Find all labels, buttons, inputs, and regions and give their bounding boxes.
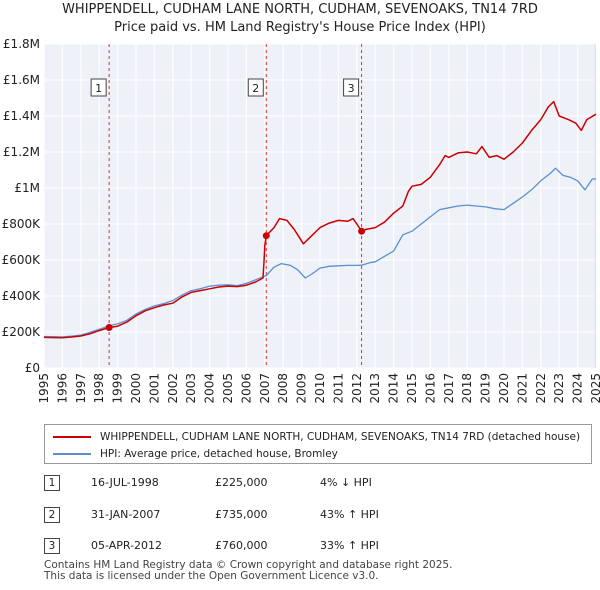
x-tick-label: 2021 [515, 373, 529, 404]
sale-number-box [247, 78, 264, 97]
sale-price: £760,000 [215, 539, 268, 552]
x-tick-label: 2004 [203, 373, 217, 404]
x-tick-label: 1997 [74, 373, 88, 404]
price-chart: WHIPPENDELL, CUDHAM LANE NORTH, CUDHAM, … [2, 2, 600, 404]
chart-title: WHIPPENDELL, CUDHAM LANE NORTH, CUDHAM, … [62, 2, 538, 17]
sale-number: 3 [44, 538, 60, 554]
y-tick-label: £800K [2, 217, 42, 231]
sale-price: £225,000 [215, 476, 268, 489]
legend-label-hpi: HPI: Average price, detached house, Brom… [100, 448, 338, 460]
sale-point [262, 232, 270, 240]
sale-points [105, 227, 366, 331]
sale-price: £735,000 [215, 508, 268, 521]
sale-number: 2 [44, 507, 60, 523]
y-axis-ticks: £0 £200K £400K £600K £800K £1M £1.2M £1.4M £1.6M… [2, 37, 42, 375]
current-period-rect [594, 44, 596, 368]
x-tick-label: 2008 [276, 373, 290, 404]
sale-marker-lines [108, 44, 363, 368]
x-tick-label: 2011 [331, 373, 345, 404]
sale-number-box [90, 78, 107, 97]
x-tick-label: 2003 [184, 373, 198, 404]
x-tick-label: 2024 [571, 373, 585, 404]
y-tick-label: £400K [2, 289, 42, 303]
sale-hpi-change: 33% ↑ HPI [320, 539, 379, 552]
x-tick-label: 1999 [111, 373, 125, 404]
x-tick-label: 2020 [497, 373, 511, 404]
x-tick-label: 2023 [552, 373, 566, 404]
legend-item-hpi: HPI: Average price, detached house, Brom… [53, 446, 338, 462]
y-tick-label: £0 [25, 361, 40, 375]
sale-number-text: 1 [95, 82, 102, 95]
sale-number: 1 [44, 475, 60, 491]
y-tick-label: £1M [14, 181, 40, 195]
x-tick-label: 2005 [221, 373, 235, 404]
x-tick-label: 1998 [92, 373, 106, 404]
legend-item-property: WHIPPENDELL, CUDHAM LANE NORTH, CUDHAM, … [53, 429, 580, 445]
x-tick-label: 2018 [460, 373, 474, 404]
y-tick-label: £1.4M [3, 109, 40, 123]
sale-number-labels: 1 2 3 [90, 78, 360, 97]
y-tick-label: £1.2M [3, 145, 40, 159]
x-tick-label: 1996 [55, 373, 69, 404]
sale-row: 3 05-APR-2012 £760,000 33% ↑ HPI [44, 538, 564, 556]
sale-point [105, 324, 113, 331]
x-tick-label: 2014 [387, 373, 401, 404]
legend-swatch-property [53, 436, 91, 438]
x-tick-label: 2017 [442, 373, 456, 404]
x-tick-label: 2016 [423, 373, 437, 404]
x-tick-label: 2019 [479, 373, 493, 404]
x-tick-label: 2012 [350, 373, 364, 404]
sale-hpi-change: 43% ↑ HPI [320, 508, 379, 521]
sale-row: 1 16-JUL-1998 £225,000 4% ↓ HPI [44, 475, 564, 493]
hpi-line [43, 167, 596, 338]
legend: WHIPPENDELL, CUDHAM LANE NORTH, CUDHAM, … [44, 424, 592, 464]
x-tick-label: 2001 [147, 373, 161, 404]
gridlines [43, 43, 597, 369]
legend-label-property: WHIPPENDELL, CUDHAM LANE NORTH, CUDHAM, … [100, 431, 581, 443]
sale-number-box [343, 78, 360, 97]
y-tick-label: £1.6M [3, 73, 40, 87]
y-tick-label: £1.8M [3, 37, 40, 51]
x-tick-label: 2025 [589, 373, 600, 404]
sale-row: 2 31-JAN-2007 £735,000 43% ↑ HPI [44, 507, 564, 525]
current-period-shade [594, 44, 596, 368]
y-tick-label: £200K [2, 325, 42, 339]
sale-date: 05-APR-2012 [91, 539, 163, 552]
chart-subtitle: Price paid vs. HM Land Registry's House … [114, 20, 486, 35]
sale-number-text: 3 [348, 82, 355, 95]
y-tick-label: £600K [2, 253, 42, 267]
x-tick-label: 2007 [258, 373, 272, 404]
x-tick-label: 2009 [295, 373, 309, 404]
property-price-line [43, 100, 597, 339]
x-tick-label: 2015 [405, 373, 419, 404]
x-tick-label: 2013 [368, 373, 382, 404]
footer-copyright: Contains HM Land Registry data © Crown c… [44, 559, 453, 571]
x-tick-label: 2006 [239, 373, 253, 404]
footer-licence: This data is licensed under the Open Gov… [44, 570, 379, 582]
x-tick-label: 2022 [534, 373, 548, 404]
x-tick-label: 1995 [37, 373, 51, 404]
sale-point [358, 227, 366, 235]
sale-number-text: 2 [252, 82, 259, 95]
x-tick-label: 2002 [166, 373, 180, 404]
series-lines [43, 100, 597, 339]
x-axis-ticks: 1995 1996 1997 1998 1999 2000 2001 2002 2003 2004… [37, 373, 600, 404]
legend-swatch-hpi [53, 453, 91, 455]
sale-date: 31-JAN-2007 [91, 508, 161, 521]
sale-date: 16-JUL-1998 [91, 476, 159, 489]
x-tick-label: 2000 [129, 373, 143, 404]
x-tick-label: 2010 [313, 373, 327, 404]
footer: Contains HM Land Registry data © Crown c… [44, 560, 452, 582]
sale-hpi-change: 4% ↓ HPI [320, 476, 372, 489]
